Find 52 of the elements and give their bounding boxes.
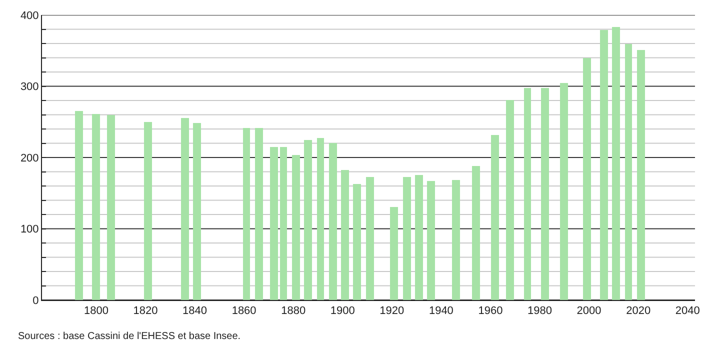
bar: [341, 170, 349, 300]
bar: [625, 44, 632, 300]
x-tick-label: 1820: [133, 305, 158, 318]
x-tick-label: 1960: [478, 305, 503, 318]
y-tick-label: 100: [20, 224, 39, 236]
bar: [427, 181, 435, 300]
bar: [612, 27, 620, 300]
bar: [75, 111, 83, 300]
bar: [304, 140, 312, 300]
bar: [144, 122, 152, 300]
x-tick-label: 1860: [232, 305, 256, 318]
bar: [390, 207, 398, 300]
bar: [415, 175, 423, 300]
x-tick-label: 1880: [281, 305, 306, 318]
bar: [329, 143, 337, 300]
x-tick-label: 2020: [626, 305, 651, 318]
x-tick-label: 1940: [428, 305, 454, 318]
bar: [292, 155, 300, 300]
bar: [506, 100, 514, 300]
bar: [452, 180, 460, 300]
bar: [491, 135, 499, 300]
bar: [280, 147, 287, 300]
bar: [541, 88, 549, 300]
bar: [637, 50, 645, 300]
bar: [181, 118, 189, 300]
y-tick-label: 300: [20, 81, 39, 94]
bar: [600, 30, 608, 300]
bar: [560, 83, 568, 300]
source-note: Sources : base Cassini de l'EHESS et base Insee.: [18, 331, 241, 340]
x-tick-label: 1920: [380, 305, 404, 318]
bar: [243, 128, 250, 300]
x-tick-label: 1800: [84, 305, 108, 318]
x-tick-label: 1840: [182, 305, 208, 318]
x-tick-label: 1900: [330, 305, 355, 318]
y-tick-label: 400: [20, 10, 39, 22]
bar: [193, 123, 201, 300]
bar: [107, 115, 115, 300]
bar: [353, 184, 361, 300]
bar: [270, 147, 278, 300]
bar: [255, 128, 263, 300]
y-tick-label: 200: [20, 152, 39, 164]
bar: [366, 177, 374, 300]
bar: [92, 114, 100, 300]
x-tick-label: 2000: [576, 305, 602, 318]
bar: [317, 138, 324, 300]
x-tick-label: 1980: [528, 305, 552, 318]
bar: [524, 88, 531, 300]
x-tick-label: 2040: [675, 305, 700, 318]
bar: [472, 166, 480, 300]
bar: [583, 58, 591, 300]
y-tick-label: 0: [32, 294, 39, 307]
bar: [403, 177, 411, 300]
